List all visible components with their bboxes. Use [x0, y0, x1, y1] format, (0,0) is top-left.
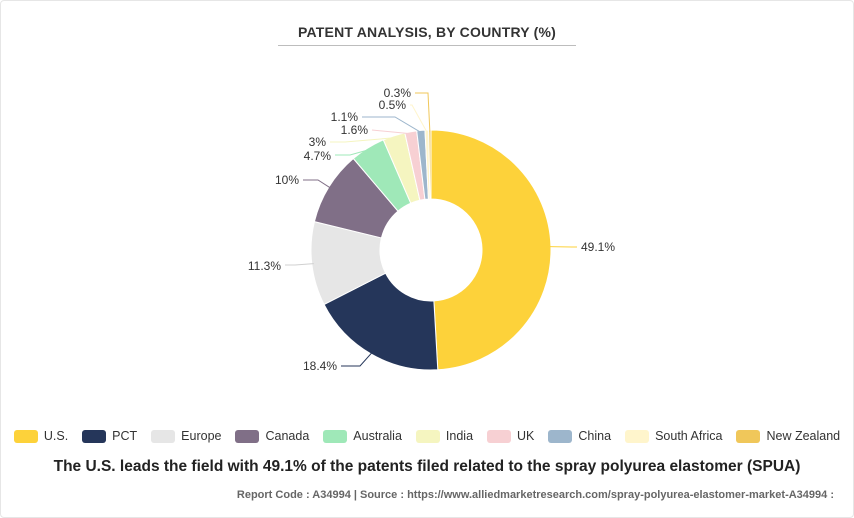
data-label: 1.6%: [341, 123, 369, 137]
legend-swatch: [82, 429, 107, 443]
legend-label: UK: [517, 429, 535, 443]
legend-label: South Africa: [655, 429, 723, 443]
data-label: 10%: [275, 173, 299, 187]
legend-item-new-zealand[interactable]: New Zealand: [736, 429, 840, 443]
legend-swatch: [415, 429, 440, 443]
legend-label: China: [578, 429, 612, 443]
legend-item-canada[interactable]: Canada: [235, 429, 309, 443]
data-label: 4.7%: [304, 149, 332, 163]
data-label: 0.3%: [384, 86, 412, 100]
data-label: 0.5%: [379, 98, 407, 112]
leader-line: [341, 351, 373, 367]
data-label: 11.3%: [248, 259, 281, 273]
legend-label: New Zealand: [766, 429, 841, 443]
source-footer: Report Code : A34994 | Source : https://…: [236, 489, 834, 501]
data-label: 3%: [309, 135, 327, 149]
leader-line: [415, 92, 431, 133]
chart-legend: U.S. PCT Europe Canada Australia India UK China…: [0, 429, 854, 443]
legend-swatch: [235, 429, 260, 443]
leader-line: [410, 104, 428, 133]
chart-title: PATENT ANALYSIS, BY COUNTRY (%): [298, 24, 556, 40]
legend-item-uk[interactable]: UK: [487, 429, 534, 443]
legend-item-europe[interactable]: Europe: [151, 429, 221, 443]
legend-swatch: [13, 429, 38, 443]
legend-item-india[interactable]: India: [415, 429, 474, 443]
title-underline: [278, 45, 576, 46]
legend-label: Australia: [353, 429, 402, 443]
legend-item-pct[interactable]: PCT: [82, 429, 137, 443]
leader-line: [303, 179, 331, 189]
legend-label: Canada: [265, 429, 310, 443]
legend-label: Europe: [181, 429, 222, 443]
legend-swatch: [323, 429, 348, 443]
data-label: 18.4%: [303, 359, 337, 373]
legend-label: India: [445, 429, 474, 443]
leader-line: [285, 263, 314, 266]
legend-item-china[interactable]: China: [548, 429, 611, 443]
legend-swatch: [736, 429, 761, 443]
donut-slice-u-s-[interactable]: [430, 129, 552, 371]
leader-line: [371, 129, 412, 135]
legend-swatch: [548, 429, 573, 443]
data-label: 1.1%: [331, 110, 359, 124]
leader-line: [330, 137, 395, 143]
leader-line: [362, 116, 422, 133]
donut-slice-pct[interactable]: [323, 272, 439, 371]
legend-label: U.S.: [43, 429, 69, 443]
legend-label: PCT: [112, 429, 138, 443]
leader-line: [335, 149, 369, 156]
legend-swatch: [625, 429, 650, 443]
legend-item-australia[interactable]: Australia: [323, 429, 402, 443]
legend-swatch: [487, 429, 512, 443]
legend-swatch: [151, 429, 176, 443]
legend-item-south-africa[interactable]: South Africa: [625, 429, 722, 443]
chart-caption: The U.S. leads the field with 49.1% of t…: [53, 458, 801, 475]
data-label: 49.1%: [581, 240, 615, 254]
legend-item-u-s-[interactable]: U.S.: [13, 429, 69, 443]
